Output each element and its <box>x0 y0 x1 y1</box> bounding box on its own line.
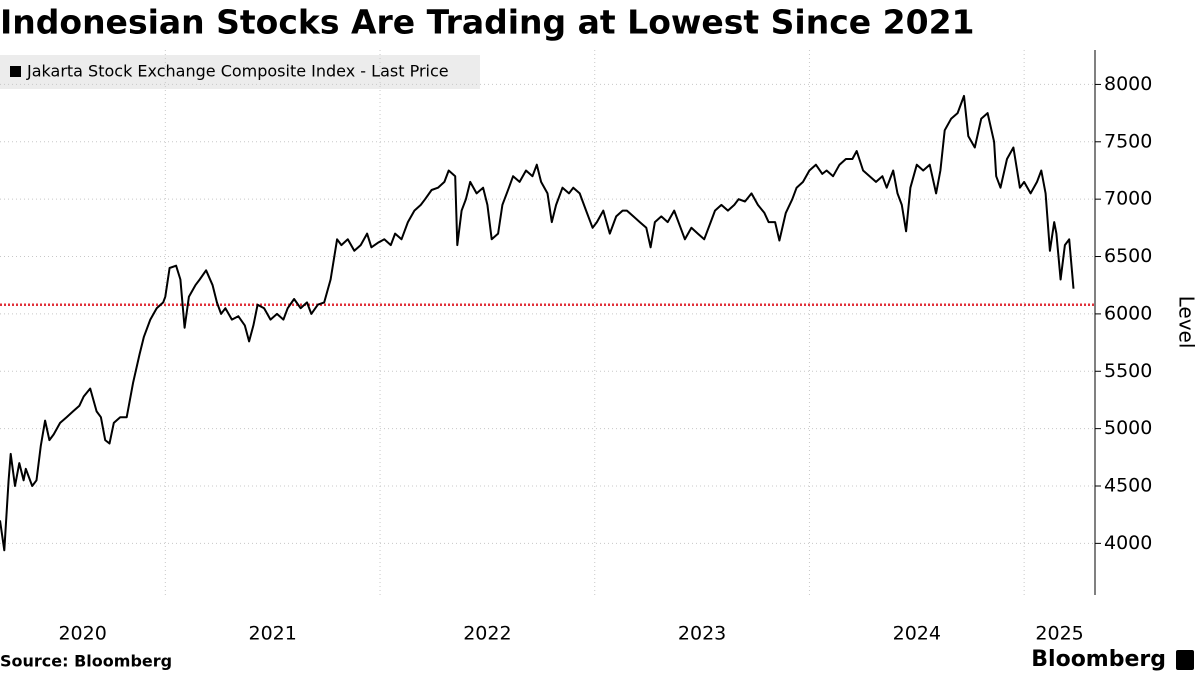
y-tick-label: 4500 <box>1104 475 1152 497</box>
y-tick-label: 6000 <box>1104 302 1152 324</box>
source: Source: Bloomberg <box>0 652 172 671</box>
x-tick-label: 2021 <box>248 623 296 645</box>
x-tick-label: 2020 <box>58 623 106 645</box>
x-tick-label: 2024 <box>893 623 941 645</box>
y-tick-label: 5500 <box>1104 360 1152 382</box>
y-tick-label: 4000 <box>1104 532 1152 554</box>
y-tick-label: 8000 <box>1104 73 1152 95</box>
y-tick-label: 7500 <box>1104 130 1152 152</box>
y-axis-label: Level <box>1175 296 1199 349</box>
legend-swatch <box>10 66 21 77</box>
x-tick-label: 2023 <box>678 623 726 645</box>
logo: Bloomberg <box>1031 647 1166 672</box>
x-tick-label: 2022 <box>463 623 511 645</box>
x-tick-label: 2025 <box>1035 623 1083 645</box>
logo-icon <box>1176 650 1194 670</box>
y-tick-label: 5000 <box>1104 417 1152 439</box>
y-tick-label: 7000 <box>1104 188 1152 210</box>
legend-box <box>0 55 480 89</box>
legend-label: Jakarta Stock Exchange Composite Index -… <box>26 62 449 81</box>
y-tick-label: 6500 <box>1104 245 1152 267</box>
line-series <box>0 94 1075 552</box>
chart-title: Indonesian Stocks Are Trading at Lowest … <box>0 3 975 42</box>
